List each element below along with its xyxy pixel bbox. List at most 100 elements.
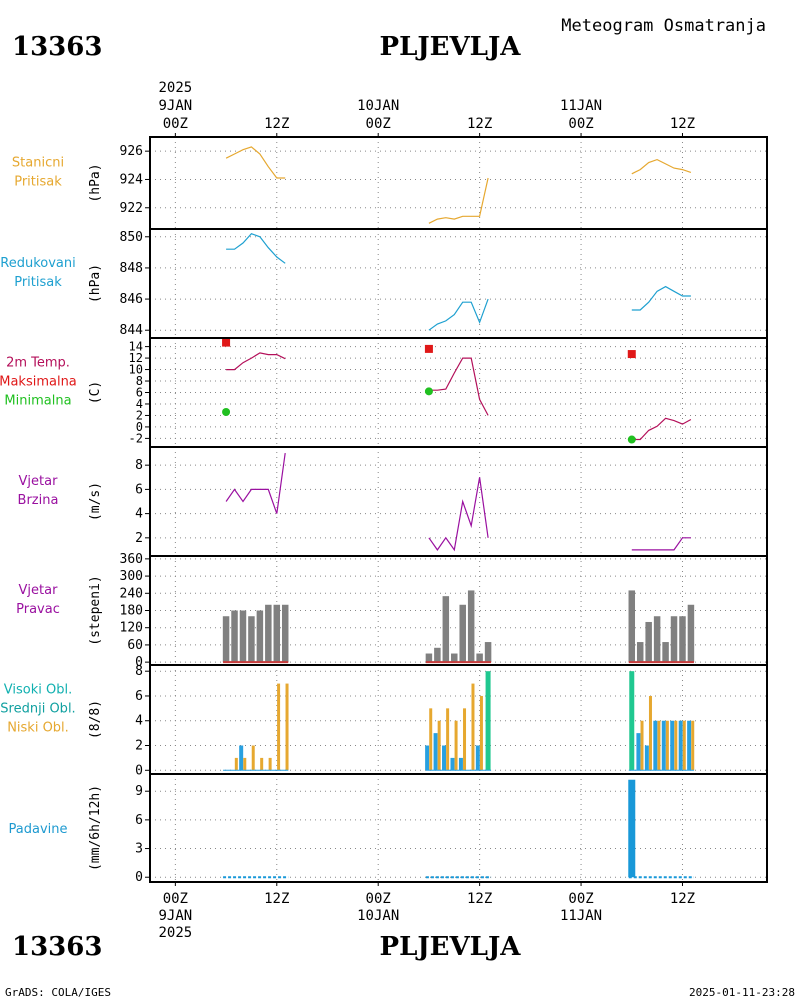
temperature-line: [631, 417, 692, 441]
panel-station_pressure: 922 924 926 (hPa) Stanicni Pritisak: [12, 136, 768, 230]
reduced-pressure-line: [631, 285, 691, 311]
y-tick-label: 12: [129, 351, 143, 365]
cloud-bar-low: [277, 683, 281, 771]
tmin-marker: [627, 435, 636, 444]
y-tick-label: 0: [135, 763, 143, 778]
cloud-bar-mid: [433, 733, 438, 771]
cloud-bar-low: [234, 757, 238, 771]
wind-direction-bar: [467, 590, 475, 663]
y-tick-label: 4: [136, 397, 143, 411]
bottom-time-label: 12Z: [670, 891, 695, 907]
y-tick-label: 60: [127, 638, 143, 653]
wind-speed-line: [225, 453, 286, 514]
param-label: 2m Temp.: [6, 356, 70, 371]
cloud-bar-low: [454, 720, 458, 771]
wind-direction-bar: [628, 590, 636, 663]
panel-frame: [149, 136, 768, 230]
bottom-time-label: 12Z: [264, 891, 289, 907]
unit-label: (mm/6h/12h): [88, 785, 103, 871]
wind-direction-bar: [459, 604, 466, 663]
product-title: Meteogram Osmatranja: [561, 16, 766, 36]
bottom-time-label: 00Z: [366, 891, 391, 907]
temperature-line: [226, 352, 286, 371]
cloud-bar-low: [429, 708, 433, 771]
wind-direction-bar: [434, 647, 441, 663]
y-tick-label: 8: [135, 458, 143, 473]
cloud-bar-mid: [239, 745, 244, 771]
cloud-bar-high: [629, 671, 635, 771]
y-tick-label: 6: [135, 689, 143, 704]
cloud-bar-mid: [636, 733, 641, 771]
cloud-bar-low: [674, 720, 678, 771]
wind-direction-bar: [636, 642, 644, 663]
y-tick-label: 180: [120, 604, 143, 619]
y-tick-label: 2: [135, 531, 143, 546]
cloud-bar-mid: [678, 720, 683, 771]
top-time-label: 00Z: [163, 116, 188, 132]
param-label: Niski Obl.: [7, 721, 69, 736]
y-tick-label: 926: [120, 144, 143, 159]
tmin-marker: [424, 387, 433, 396]
panel-reduced_pressure: 844 846 848 850 (hPa) Redukovani Pritisak: [0, 228, 768, 339]
panel-frame: [149, 773, 768, 883]
station-name-top: PLJEVLJA: [380, 32, 522, 62]
cloud-bar-mid: [670, 720, 675, 771]
y-tick-label: 360: [120, 552, 143, 567]
unit-label: (m/s): [88, 482, 103, 521]
cloud-bar-mid: [425, 745, 430, 771]
bottom-date-label: 11JAN: [560, 908, 602, 924]
cloud-bar-low: [665, 720, 669, 771]
y-tick-label: 6: [135, 482, 143, 497]
param-label: Padavine: [9, 822, 68, 837]
y-tick-label: 848: [120, 261, 143, 276]
station-name-bottom: PLJEVLJA: [380, 932, 522, 962]
top-date-label: 9JAN: [158, 98, 192, 114]
wind-direction-bar: [476, 653, 483, 663]
bottom-time-label: 00Z: [163, 891, 188, 907]
bottom-time-label: 12Z: [467, 891, 492, 907]
wind-direction-bar: [239, 610, 247, 663]
cloud-bar-low: [640, 720, 644, 771]
cloud-bar-low: [285, 683, 289, 771]
cloud-bar-low: [682, 720, 686, 771]
param-label: Pravac: [16, 602, 60, 617]
cloud-bar-mid: [458, 757, 463, 771]
station-pressure-line: [631, 158, 692, 175]
y-tick-label: 8: [136, 374, 143, 388]
wind-direction-bar: [662, 642, 669, 663]
wind-direction-bar: [231, 610, 238, 663]
cloud-bar-low: [691, 720, 695, 771]
tmin-marker: [222, 408, 231, 417]
cloud-bar-low: [243, 757, 247, 771]
panel-wind_direction: 0 60 120 180 240 300 360 (stepeni) Vjetar Pravac: [16, 552, 768, 670]
y-tick-label: 2: [136, 408, 143, 422]
y-tick-label: 4: [135, 714, 143, 729]
top-time-label: 00Z: [366, 116, 391, 132]
param-label: Visoki Obl.: [4, 683, 72, 698]
top-time-label: 12Z: [467, 116, 492, 132]
cloud-bar-mid: [661, 720, 666, 771]
unit-label: (stepeni): [88, 575, 103, 645]
y-tick-label: 8: [135, 664, 143, 679]
cloud-bar-high: [485, 671, 491, 771]
panel-clouds: 0 2 4 6 8 (8/8) Visoki Obl. Srednji Obl. Niski O…: [0, 664, 768, 778]
param-label: Vjetar: [19, 474, 59, 489]
wind-direction-bar: [273, 604, 281, 663]
cloud-bar-low: [251, 745, 255, 771]
y-tick-label: 300: [120, 569, 143, 584]
y-tick-label: 0: [136, 420, 143, 434]
wind-direction-bar: [248, 616, 255, 663]
y-tick-label: 6: [136, 386, 143, 400]
param-label: Brzina: [18, 493, 59, 508]
wind-direction-bar: [484, 642, 492, 663]
wind-direction-bar: [265, 604, 272, 663]
y-tick-label: 922: [120, 201, 143, 216]
cloud-bar-mid: [442, 745, 447, 771]
temperature-line: [428, 357, 489, 416]
wind-direction-bar: [653, 616, 661, 663]
bottom-year-label: 2025: [158, 925, 192, 941]
station-pressure-line: [225, 146, 286, 179]
wind-direction-bar: [687, 604, 695, 663]
